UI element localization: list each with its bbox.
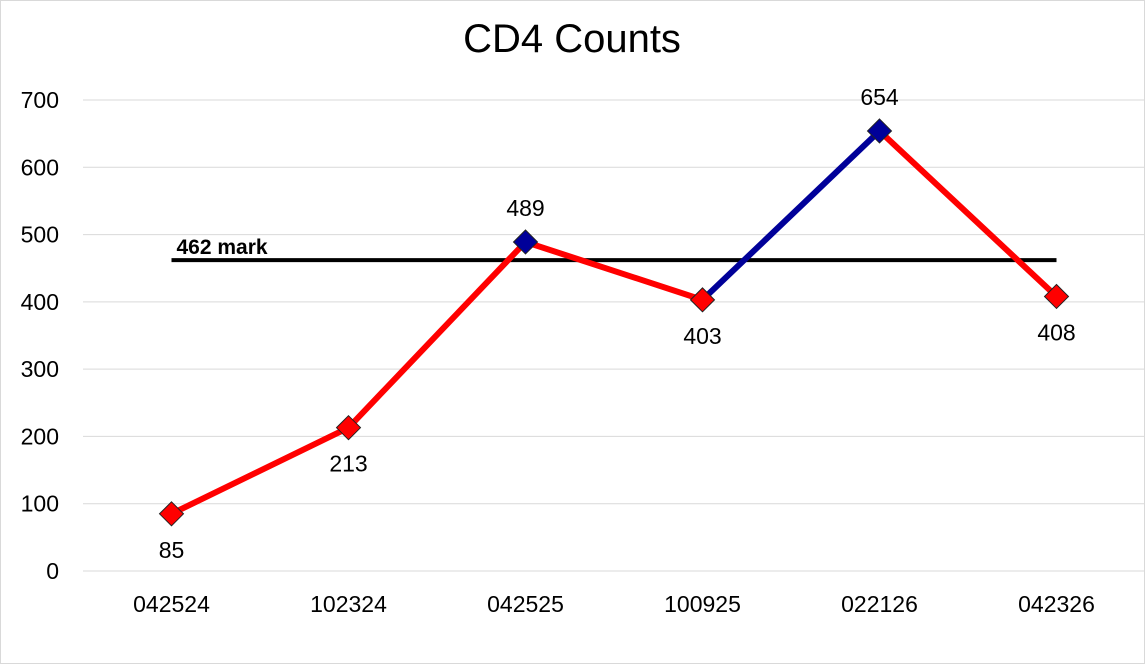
data-point-marker [335,414,362,441]
data-label: 654 [860,84,899,110]
data-labels: 85 213 489 403 654 408 [159,84,1076,563]
series-lines [168,127,1060,517]
y-tick-label: 600 [21,154,59,180]
data-point-marker [866,118,893,144]
x-tick-label: 042524 [133,591,210,617]
reference-line-group: 462 mark [171,236,1057,263]
y-tick-label: 500 [21,222,59,248]
data-point-marker [1043,283,1070,310]
x-tick-label: 042326 [1018,591,1095,617]
y-tick-label: 200 [21,423,59,449]
data-label: 489 [506,195,544,221]
data-label: 213 [329,451,367,477]
x-tick-label: 100925 [664,591,741,617]
data-point-marker [512,229,539,255]
y-tick-label: 700 [21,87,59,113]
y-axis-ticks: 0 100 200 300 400 500 600 700 [21,87,59,584]
series-segment [345,238,529,431]
series-segment [876,127,1060,300]
series-segment [699,127,883,303]
data-label: 85 [159,537,185,563]
series-segment [522,238,706,303]
x-tick-label: 022126 [841,591,918,617]
y-tick-label: 100 [21,491,59,517]
x-axis-ticks: 042524 102324 042525 100925 022126 042326 [133,591,1095,617]
data-label: 403 [683,323,721,349]
reference-line-label: 462 mark [177,236,268,259]
data-label: 408 [1037,319,1075,345]
data-point-marker [689,287,716,313]
gridlines [83,99,1145,572]
y-tick-label: 0 [46,558,59,584]
series-segment [168,424,352,517]
series-markers [158,118,1070,527]
data-point-marker [158,501,185,527]
chart-title: CD4 Counts [463,17,681,61]
x-tick-label: 042525 [487,591,564,617]
x-tick-label: 102324 [310,591,387,617]
y-tick-label: 300 [21,356,59,382]
y-tick-label: 400 [21,289,59,315]
